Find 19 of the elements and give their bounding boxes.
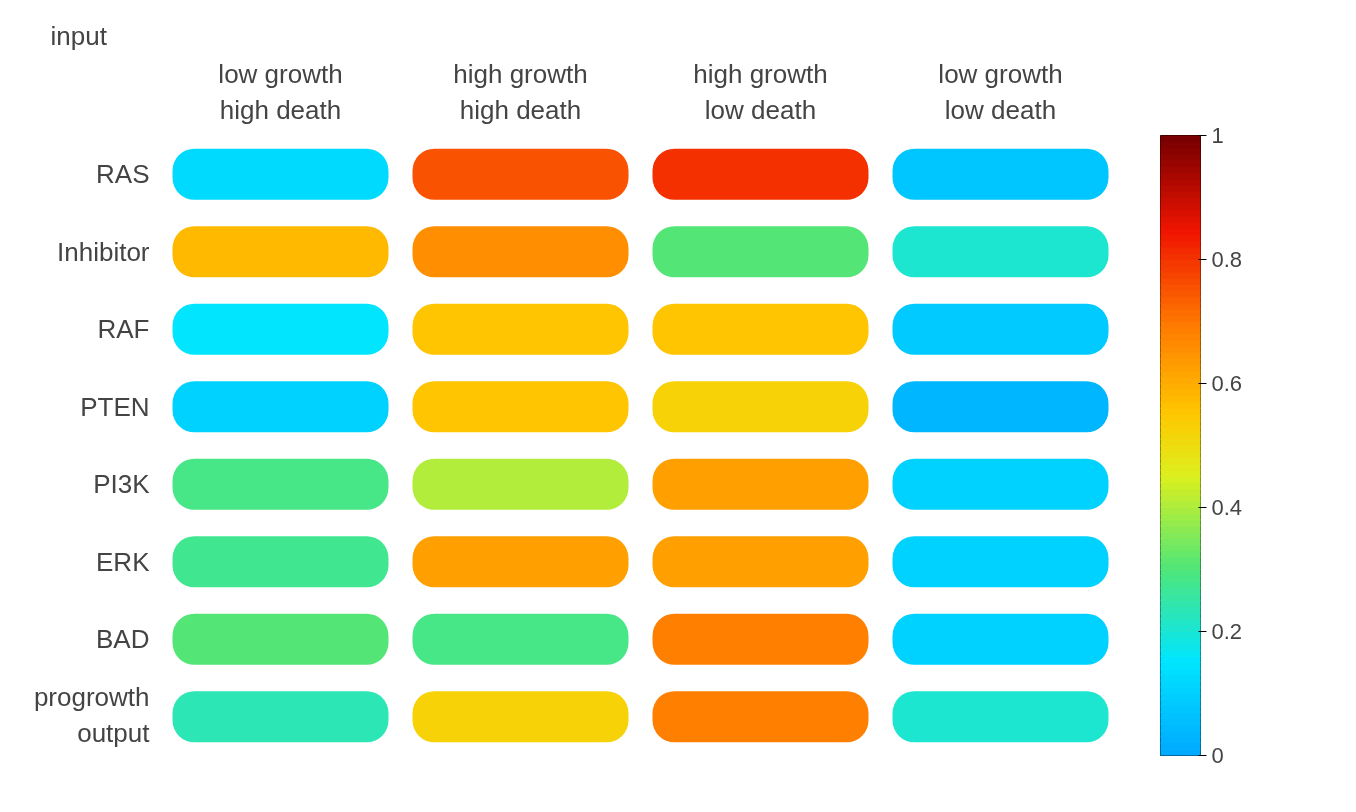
- y-tick-label: BAD: [96, 624, 150, 655]
- color-bar-label: 1: [1211, 123, 1224, 148]
- y-tick-label: PTEN: [80, 391, 150, 422]
- x-tick-label: low growth low death: [938, 58, 1063, 125]
- color-bar-label: 0.8: [1211, 247, 1243, 272]
- text: input: [50, 20, 108, 51]
- color-bar-label: 0.2: [1211, 619, 1243, 644]
- x-tick-label: low growth high death: [218, 58, 343, 125]
- y-tick-label: RAS: [96, 159, 150, 190]
- color-bar-label: 0: [1211, 743, 1224, 768]
- y-tick-label: ERK: [96, 546, 151, 577]
- y-tick-label: Inhibitor: [57, 236, 150, 267]
- x-tick-label: high growth low death: [693, 58, 828, 125]
- x-tick-label: high growth high death: [453, 58, 588, 125]
- y-tick-label: PI3K: [93, 469, 151, 500]
- y-tick-label: progrowth output: [33, 681, 151, 748]
- color-bar-label: 0.6: [1211, 371, 1243, 396]
- y-tick-label: RAF: [97, 314, 150, 345]
- color-bar-label: 0.4: [1211, 495, 1243, 520]
